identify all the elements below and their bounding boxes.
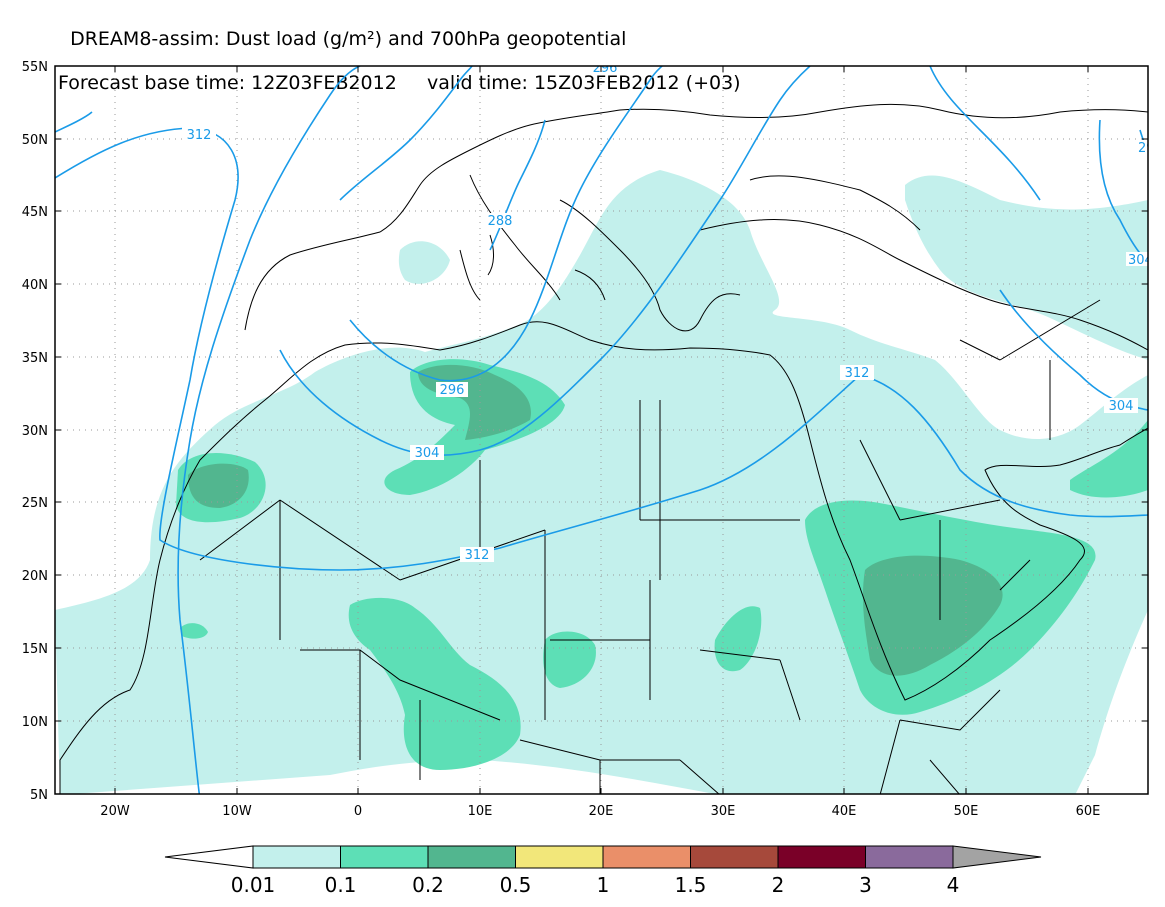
svg-text:312: 312 bbox=[465, 548, 490, 563]
contour-label: 296 bbox=[590, 61, 620, 76]
svg-text:312: 312 bbox=[187, 128, 212, 143]
title-line-2: Forecast base time: 12Z03FEB2012 valid t… bbox=[58, 72, 741, 94]
colorbar-swatch bbox=[777, 845, 866, 869]
lon-label: 10W bbox=[222, 804, 252, 819]
lon-label: 20E bbox=[589, 804, 614, 819]
lat-label: 35N bbox=[22, 351, 48, 366]
valid-time: valid time: 15Z03FEB2012 (+03) bbox=[427, 72, 741, 94]
colorbar-swatch bbox=[340, 845, 429, 869]
colorbar-under-arrow bbox=[164, 845, 254, 869]
dust-area-mid-sudan bbox=[714, 606, 762, 672]
colorbar bbox=[164, 845, 1042, 869]
lon-label: 20W bbox=[100, 804, 130, 819]
contour-label: 312 bbox=[460, 547, 494, 563]
longitude-labels: 20W 10W 0 10E 20E 30E 40E 50E 60E bbox=[100, 804, 1100, 819]
map-title: DREAM8-assim: Dust load (g/m²) and 700hP… bbox=[58, 6, 741, 116]
svg-text:312: 312 bbox=[845, 366, 870, 381]
colorbar-label: 0.2 bbox=[412, 873, 444, 897]
colorbar-label: 4 bbox=[947, 873, 960, 897]
colorbar-swatch bbox=[865, 845, 954, 869]
colorbar-swatch bbox=[690, 845, 779, 869]
lat-label: 55N bbox=[22, 60, 48, 75]
lat-label: 10N bbox=[22, 715, 48, 730]
lat-label: 15N bbox=[22, 642, 48, 657]
base-time: Forecast base time: 12Z03FEB2012 bbox=[58, 72, 397, 94]
colorbar-label: 0.01 bbox=[231, 873, 276, 897]
lat-label: 40N bbox=[22, 278, 48, 293]
dust-area-mid-iran bbox=[1070, 420, 1148, 498]
graticule bbox=[55, 66, 1148, 794]
lon-label: 30E bbox=[711, 804, 736, 819]
lat-label: 30N bbox=[22, 424, 48, 439]
svg-text:304: 304 bbox=[1109, 399, 1134, 414]
contour-label: 288 bbox=[484, 213, 516, 229]
lon-label: 10E bbox=[468, 804, 493, 819]
lat-label: 25N bbox=[22, 496, 48, 511]
contour-label: 312 bbox=[182, 127, 216, 143]
colorbar-label: 2 bbox=[772, 873, 785, 897]
lat-label: 20N bbox=[22, 569, 48, 584]
lon-label: 0 bbox=[354, 804, 362, 819]
coastlines bbox=[59, 103, 1148, 794]
dust-area-dark-arabia bbox=[862, 555, 1003, 676]
dust-area-mid-nigeria bbox=[348, 597, 521, 770]
dust-area-mid-sardinia bbox=[180, 623, 208, 639]
colorbar-label: 1.5 bbox=[675, 873, 707, 897]
colorbar-swatch bbox=[252, 845, 341, 869]
colorbar-over-arrow bbox=[952, 845, 1042, 869]
lat-label: 5N bbox=[30, 788, 48, 803]
lat-label: 50N bbox=[22, 133, 48, 148]
contour-label: 296 bbox=[1136, 140, 1163, 156]
svg-text:304: 304 bbox=[415, 446, 440, 461]
svg-text:296: 296 bbox=[593, 61, 618, 76]
svg-text:304: 304 bbox=[1128, 253, 1153, 268]
tick-marks bbox=[55, 66, 1148, 794]
colorbar-swatch bbox=[602, 845, 691, 869]
dust-area-light-ne bbox=[905, 175, 1148, 360]
title-line-1: DREAM8-assim: Dust load (g/m²) and 700hP… bbox=[70, 28, 627, 50]
colorbar-label: 3 bbox=[859, 873, 872, 897]
dust-area-dark-morocco bbox=[188, 463, 249, 508]
colorbar-labels: 0.01 0.1 0.2 0.5 1 1.5 2 3 4 bbox=[231, 873, 960, 897]
lon-label: 40E bbox=[832, 804, 857, 819]
dust-area-light-iberia bbox=[398, 241, 450, 284]
svg-text:296: 296 bbox=[440, 383, 465, 398]
colorbar-swatch bbox=[515, 845, 604, 869]
lat-label: 45N bbox=[22, 205, 48, 220]
contour-labels: 312 288 296 304 312 312 304 296 296 304 bbox=[182, 61, 1163, 563]
contour-label: 304 bbox=[410, 445, 444, 461]
dust-area-mid-chad bbox=[543, 631, 596, 688]
lon-label: 50E bbox=[954, 804, 979, 819]
contour-label: 304 bbox=[1104, 398, 1138, 414]
map-area: 312 288 296 304 312 312 304 296 296 304 bbox=[55, 61, 1163, 794]
contour-label: 312 bbox=[840, 365, 874, 381]
svg-text:296: 296 bbox=[1138, 141, 1163, 156]
colorbar-label: 1 bbox=[597, 873, 610, 897]
svg-text:288: 288 bbox=[488, 214, 513, 229]
colorbar-label: 0.5 bbox=[500, 873, 532, 897]
lon-label: 60E bbox=[1076, 804, 1101, 819]
contour-label: 296 bbox=[436, 382, 468, 398]
contour-label: 304 bbox=[1126, 252, 1153, 268]
colorbar-label: 0.1 bbox=[325, 873, 357, 897]
colorbar-swatch bbox=[427, 845, 516, 869]
latitude-labels: 55N 50N 45N 40N 35N 30N 25N 20N 15N 10N … bbox=[22, 60, 48, 803]
